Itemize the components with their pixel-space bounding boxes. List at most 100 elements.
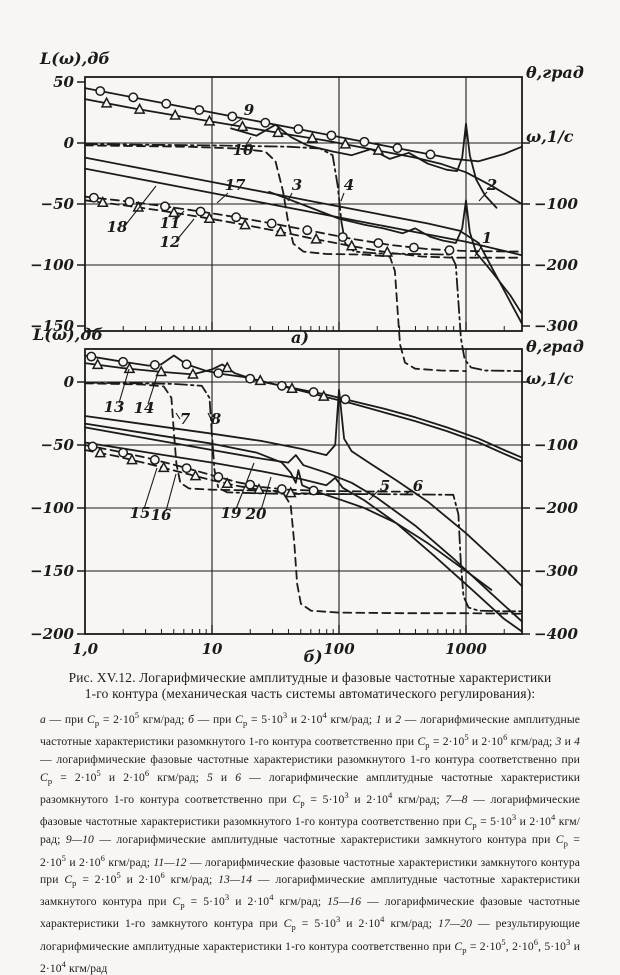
circle-marker [408,242,419,253]
sub-label-b: б) [303,647,322,666]
curve-label-leader [143,467,158,510]
triangle-marker [157,461,170,473]
triangle-marker [284,486,297,498]
left-axis-tick-label: −50 [41,436,75,454]
curve-label-9: 9 [244,101,255,119]
curve-5 [84,422,493,591]
triangle-marker [372,143,385,155]
triangle-marker [286,382,298,393]
curve-label-8: 8 [211,410,222,428]
circle-marker [231,212,242,223]
circle-marker [359,136,370,147]
right-axis-tick-label: −300 [534,562,578,580]
curve-label-leader [175,218,195,242]
curve-17 [84,156,523,325]
right-axis-tick-label: −300 [534,317,578,335]
caption-title-line2: 1-го контура (механическая часть системы… [84,686,536,701]
curve-4 [84,143,523,372]
curve-label-17: 17 [225,176,246,194]
triangle-marker [189,469,202,481]
curve-label-15: 15 [130,504,151,522]
curve-label-leader [235,462,255,510]
x-axis-tick-label: 10 [202,640,223,658]
circle-marker [213,472,224,482]
curve-2 [230,122,498,209]
omega-axis-title-a: ω,1/с [526,127,574,146]
triangle-marker [239,218,251,230]
curve-label-6: 6 [413,477,424,495]
curve-label-5: 5 [380,477,390,495]
book-page: { "page": {"background": "#f7f6f2", "ink… [30,49,584,975]
circle-marker [276,380,287,391]
curve-label-leader [175,412,181,420]
curve-label-leader [403,489,413,496]
circle-marker [227,111,238,122]
curve-label-18: 18 [107,218,128,236]
figure-caption: Рис. XV.12. Логарифмические амплитудные … [40,670,580,975]
right-axis-tick-label: −200 [534,256,578,274]
right-axis-tick-label: −400 [534,625,578,643]
triangle-marker [317,389,330,401]
curve-18 [84,167,523,257]
circle-marker [302,225,313,236]
curve-label-leader [207,412,212,420]
curve-label-leader [474,245,483,257]
curve-6 [84,388,523,587]
triangle-marker [274,225,287,237]
circle-marker [260,117,271,128]
circle-marker [266,218,277,229]
triangle-marker [100,96,113,108]
circle-marker [392,143,403,154]
curve-label-leader [216,192,229,204]
curve-label-leader [147,375,158,405]
circle-marker [213,368,224,379]
caption-title-line1: Рис. XV.12. Логарифмические амплитудные … [68,670,552,685]
curve-label-leader [123,185,157,228]
curve-label-leader [368,489,380,501]
circle-marker [160,201,170,212]
curve-label-13: 13 [104,398,125,416]
circle-marker [118,356,129,367]
circle-marker [181,359,192,370]
triangle-marker [310,232,322,244]
left-axis-tick-label: 0 [64,373,75,391]
triangle-marker [203,212,216,223]
circle-marker [149,454,160,465]
triangle-marker [126,453,138,465]
curve-label-20: 20 [245,505,267,523]
left-axis-tick-label: −100 [30,256,74,274]
curve-label-11: 11 [160,214,181,232]
curve-12 [84,199,523,259]
triangle-marker [94,446,107,458]
triangle-marker [169,108,182,120]
curve-10 [84,98,523,205]
circle-marker [194,105,205,116]
triangle-marker [221,361,234,373]
curve-label-1: 1 [482,229,492,247]
circle-marker [308,387,319,398]
triangle-marker [203,114,216,126]
curve-20 [84,441,523,633]
right-axis-tick-label: −100 [534,436,578,454]
triangle-marker [345,239,358,251]
circle-marker [118,447,129,458]
triangle-marker [91,358,104,370]
left-axis-tick-label: −100 [30,499,74,517]
curve-label-leader [478,191,488,202]
triangle-marker [236,120,249,132]
triangle-marker [96,196,109,207]
curve-19 [84,426,523,623]
left-axis-title-a: L(ω),дб [39,49,110,68]
left-axis-tick-label: −150 [30,317,74,335]
circle-marker [86,351,97,362]
curve-label-14: 14 [134,399,155,417]
circle-marker [326,130,337,141]
curve-label-19: 19 [221,504,242,522]
right-axis-tick-label: −100 [534,195,578,213]
triangle-marker [168,206,180,218]
circle-marker [308,485,319,496]
omega-axis-title-b: ω,1/с [526,369,574,388]
circle-marker [149,360,160,370]
curve-label-leader [245,136,252,146]
